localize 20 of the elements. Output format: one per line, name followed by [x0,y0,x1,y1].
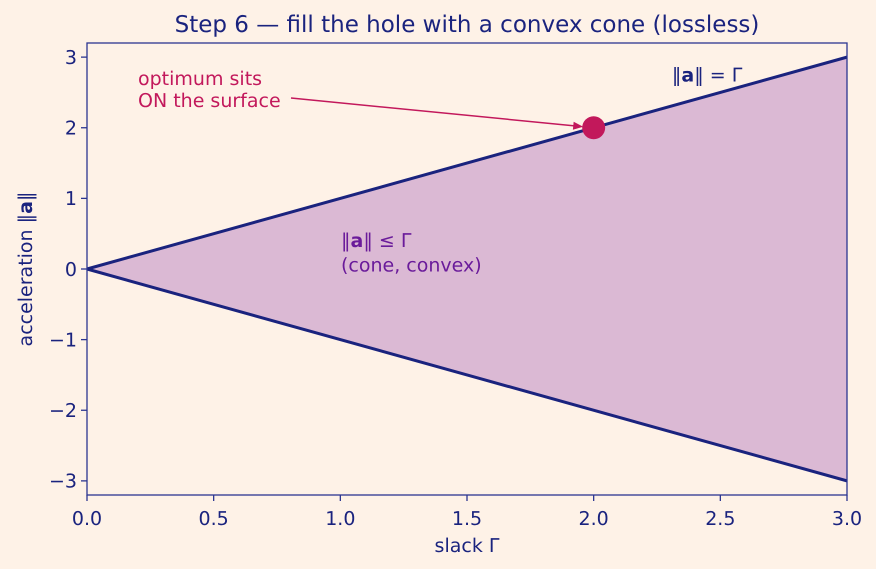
x-tick-label: 0.5 [198,508,229,530]
x-tick-label: 3.0 [832,508,862,530]
y-tick-label: −2 [48,400,77,422]
chart-title: Step 6 — fill the hole with a convex cone (lossless) [174,12,760,38]
x-tick-label: 0.0 [72,508,102,530]
x-tick-label: 2.5 [705,508,736,530]
x-axis-title: slack Γ [434,535,500,557]
y-tick-label: 2 [64,118,77,140]
x-tick-label: 2.0 [578,508,609,530]
annotation: optimum sits ON the surface [138,68,281,112]
x-tick-label: 1.5 [452,508,482,530]
series-label: ‖a‖ = Γ [672,64,743,86]
y-tick-label: 0 [64,258,77,281]
y-tick-label: −3 [48,470,77,493]
annotation: ‖a‖ ≤ Γ (cone, convex) [341,230,482,276]
y-tick-label: 3 [64,46,77,69]
y-tick-label: 1 [64,188,77,210]
x-tick-label: 1.0 [325,508,356,530]
y-axis-title: acceleration ‖a‖ [15,192,37,346]
y-tick-label: −1 [48,329,77,352]
